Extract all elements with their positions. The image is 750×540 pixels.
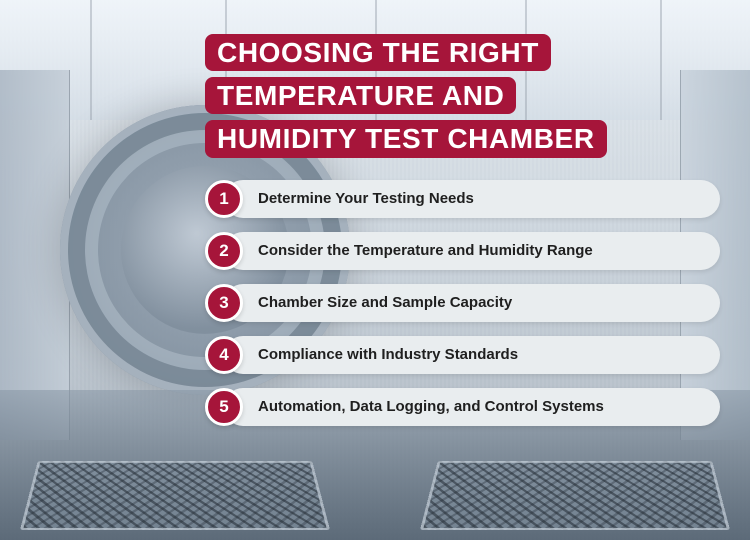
- step-badge: 4: [205, 336, 243, 374]
- title-block: CHOOSING THE RIGHT TEMPERATURE AND HUMID…: [205, 34, 720, 158]
- step-label: Compliance with Industry Standards: [224, 336, 720, 374]
- title-line-2: TEMPERATURE AND: [205, 77, 516, 114]
- step-badge: 2: [205, 232, 243, 270]
- step-badge: 5: [205, 388, 243, 426]
- step-badge: 3: [205, 284, 243, 322]
- floor-grating-right: [420, 461, 730, 530]
- list-item: 1 Determine Your Testing Needs: [205, 180, 720, 218]
- step-label: Automation, Data Logging, and Control Sy…: [224, 388, 720, 426]
- list-item: 5 Automation, Data Logging, and Control …: [205, 388, 720, 426]
- step-label: Determine Your Testing Needs: [224, 180, 720, 218]
- list-item: 3 Chamber Size and Sample Capacity: [205, 284, 720, 322]
- list-item: 2 Consider the Temperature and Humidity …: [205, 232, 720, 270]
- list-item: 4 Compliance with Industry Standards: [205, 336, 720, 374]
- title-line-3: HUMIDITY TEST CHAMBER: [205, 120, 607, 157]
- step-badge: 1: [205, 180, 243, 218]
- title-line-1: CHOOSING THE RIGHT: [205, 34, 551, 71]
- steps-list: 1 Determine Your Testing Needs 2 Conside…: [205, 180, 720, 426]
- step-label: Chamber Size and Sample Capacity: [224, 284, 720, 322]
- step-label: Consider the Temperature and Humidity Ra…: [224, 232, 720, 270]
- floor-grating-left: [20, 461, 330, 530]
- content: CHOOSING THE RIGHT TEMPERATURE AND HUMID…: [205, 34, 720, 426]
